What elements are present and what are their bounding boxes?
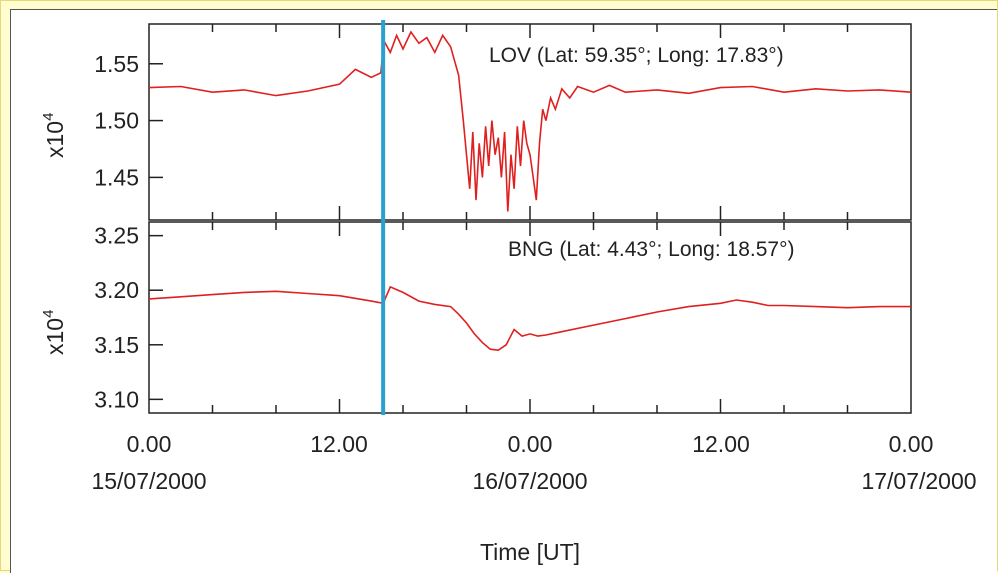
bottom-plot-area [148, 221, 912, 414]
bottom-panel: 3.25 3.20 3.15 3.10 BNG (Lat: 4.43°; Long: … [40, 221, 912, 414]
lov-series-line [148, 30, 912, 212]
figure-panel: 1.55 1.50 1.45 LOV (Lat: 59.35°; Long: 17.… [10, 9, 997, 573]
x-tick-labels: 0.00 12.00 0.00 12.00 0.00 [127, 431, 934, 457]
x-tick-label-3: 12.00 [692, 431, 750, 457]
top-panel: 1.55 1.50 1.45 LOV (Lat: 59.35°; Long: 17.… [40, 23, 912, 221]
bottom-y-axis-title-base: x10 [42, 318, 68, 355]
x-tick-label-0: 0.00 [127, 431, 172, 457]
lov-y-tick-label-1: 1.50 [94, 108, 139, 134]
bng-y-tick-label-2: 3.15 [94, 332, 139, 358]
top-y-ticks: 1.55 1.50 1.45 [94, 51, 163, 190]
bng-station-label: BNG (Lat: 4.43°; Long: 18.57°) [508, 238, 794, 261]
top-y-axis-title-base: x10 [42, 121, 68, 158]
magnetometer-chart: 1.55 1.50 1.45 LOV (Lat: 59.35°; Long: 17.… [40, 20, 977, 565]
bottom-y-axis-title-exponent: 4 [40, 310, 57, 318]
bng-y-tick-label-3: 3.10 [94, 386, 139, 412]
lov-station-label: LOV (Lat: 59.35°; Long: 17.83°) [489, 44, 784, 67]
bng-series-line [148, 285, 911, 352]
x-date-labels: 15/07/2000 16/07/2000 17/07/2000 [91, 468, 976, 494]
x-tick-label-2: 0.00 [508, 431, 553, 457]
top-plot-area [148, 23, 912, 221]
top-y-axis-title: x104 [40, 113, 68, 158]
x-tick-label-1: 12.00 [310, 431, 368, 457]
lov-y-tick-label-2: 1.45 [94, 164, 139, 190]
x-date-label-1: 16/07/2000 [472, 468, 587, 494]
bottom-x-ticks [211, 222, 849, 413]
bottom-y-axis-title: x104 [40, 310, 68, 355]
x-date-label-2: 17/07/2000 [861, 468, 976, 494]
x-date-label-0: 15/07/2000 [91, 468, 206, 494]
bng-y-tick-label-0: 3.25 [94, 223, 139, 249]
lov-y-tick-label-0: 1.55 [94, 51, 139, 77]
x-axis-title: Time [UT] [480, 539, 580, 565]
top-x-ticks [211, 24, 849, 220]
bng-y-tick-label-1: 3.20 [94, 277, 139, 303]
top-y-axis-title-exponent: 4 [40, 113, 57, 121]
x-tick-label-4: 0.00 [889, 431, 934, 457]
bottom-y-ticks: 3.25 3.20 3.15 3.10 [94, 223, 163, 412]
